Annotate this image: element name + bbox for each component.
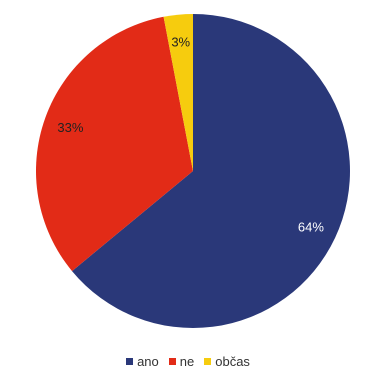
pie-slice-občas — [163, 14, 193, 171]
legend-item-ano: ano — [126, 354, 159, 369]
pie-slice-ano — [72, 14, 351, 328]
legend: ano ne občas — [0, 354, 376, 369]
legend-swatch-obcas — [204, 358, 212, 365]
data-label-ne: 33% — [57, 120, 83, 135]
legend-swatch-ne — [168, 358, 176, 365]
pie-slice-ne — [35, 16, 194, 272]
legend-label-ano: ano — [137, 354, 159, 369]
legend-item-ne: ne — [168, 354, 195, 369]
legend-label-obcas: občas — [215, 354, 250, 369]
pie-svg: 64% 33% 3% — [35, 14, 351, 328]
legend-label-ne: ne — [179, 354, 195, 369]
legend-item-obcas: občas — [204, 354, 250, 369]
legend-swatch-ano — [126, 358, 134, 365]
data-label-ano: 64% — [298, 219, 324, 234]
data-label-občas: 3% — [171, 34, 190, 49]
